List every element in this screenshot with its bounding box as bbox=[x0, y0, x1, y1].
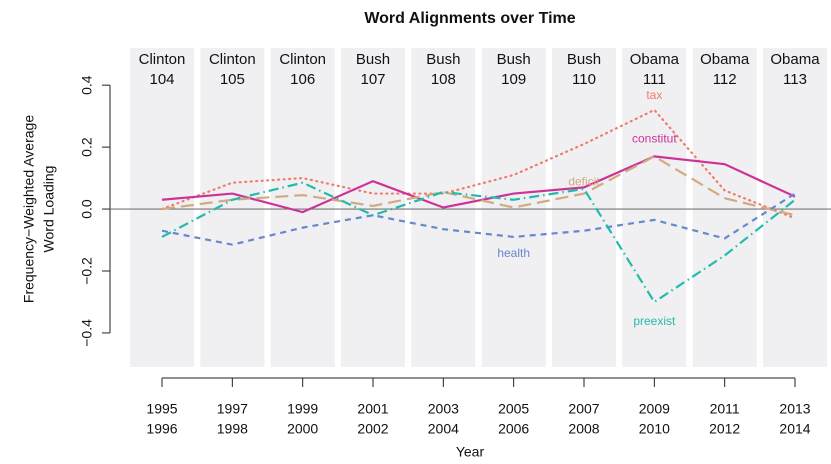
x-tick-label: 2001 bbox=[357, 401, 388, 417]
y-axis-label: Word Loading bbox=[41, 166, 57, 253]
congress-number: 110 bbox=[572, 71, 596, 88]
y-tick-label: 0.4 bbox=[79, 75, 95, 95]
congress-number: 105 bbox=[220, 71, 245, 88]
y-tick-label: 0.0 bbox=[79, 199, 95, 219]
congress-band bbox=[622, 48, 687, 367]
congress-president: Clinton bbox=[279, 51, 326, 68]
series-line bbox=[161, 181, 796, 304]
congress-number: 104 bbox=[149, 71, 174, 88]
x-tick-label: 2003 bbox=[428, 401, 459, 417]
congress-number: 113 bbox=[783, 71, 807, 88]
x-tick-label: 1995 bbox=[146, 401, 177, 417]
x-tick-label: 2008 bbox=[568, 421, 599, 437]
series-line bbox=[160, 108, 797, 220]
congress-president: Obama bbox=[630, 51, 680, 68]
congress-president: Bush bbox=[356, 51, 390, 68]
congress-president: Obama bbox=[770, 51, 820, 68]
x-tick-label: 1997 bbox=[217, 401, 248, 417]
congress-president: Bush bbox=[497, 51, 531, 68]
congress-number: 108 bbox=[431, 71, 456, 88]
congress-number: 112 bbox=[713, 71, 737, 88]
series-label: tax bbox=[646, 88, 662, 102]
congress-band bbox=[552, 48, 616, 367]
congress-band bbox=[341, 48, 405, 367]
y-tick-label: −0.2 bbox=[79, 257, 95, 285]
series-line bbox=[161, 155, 796, 217]
series-label: preexist bbox=[633, 314, 676, 328]
congress-band bbox=[130, 48, 194, 367]
x-tick-label: 2007 bbox=[568, 401, 599, 417]
congress-president: Bush bbox=[426, 51, 460, 68]
congress-president: Bush bbox=[567, 51, 601, 68]
congress-president: Clinton bbox=[139, 51, 186, 68]
x-tick-label: 2013 bbox=[779, 401, 810, 417]
congress-band bbox=[481, 48, 546, 367]
series-label: constitut bbox=[632, 132, 677, 146]
x-tick-label: 2005 bbox=[498, 401, 529, 417]
x-axis-label: Year bbox=[456, 444, 485, 460]
x-tick-label: 2009 bbox=[639, 401, 670, 417]
x-tick-label: 2000 bbox=[287, 421, 318, 437]
x-tick-label: 1996 bbox=[146, 421, 177, 437]
congress-president: Clinton bbox=[209, 51, 256, 68]
series-label: health bbox=[497, 246, 530, 260]
x-tick-label: 2004 bbox=[428, 421, 459, 437]
chart-title: Word Alignments over Time bbox=[364, 10, 575, 27]
congress-band bbox=[270, 48, 335, 367]
congress-number: 111 bbox=[643, 71, 666, 88]
congress-band bbox=[200, 48, 265, 367]
y-tick-label: 0.2 bbox=[79, 137, 95, 157]
congress-number: 107 bbox=[360, 71, 385, 88]
x-tick-label: 2014 bbox=[779, 421, 810, 437]
y-axis-label: Frequency−Weighted Average bbox=[21, 115, 37, 303]
series-line bbox=[161, 155, 796, 214]
series-label: deficit bbox=[568, 175, 600, 189]
congress-number: 106 bbox=[290, 71, 315, 88]
congress-president: Obama bbox=[700, 51, 750, 68]
x-tick-label: 2006 bbox=[498, 421, 529, 437]
x-tick-label: 2002 bbox=[357, 421, 388, 437]
y-tick-label: −0.4 bbox=[79, 319, 95, 347]
congress-band bbox=[692, 48, 757, 367]
congress-number: 109 bbox=[501, 71, 526, 88]
x-tick-label: 1998 bbox=[217, 421, 248, 437]
series-line bbox=[161, 192, 796, 246]
x-tick-label: 2012 bbox=[709, 421, 740, 437]
x-tick-label: 2010 bbox=[639, 421, 670, 437]
x-tick-label: 2011 bbox=[710, 401, 740, 417]
x-tick-label: 1999 bbox=[287, 401, 318, 417]
